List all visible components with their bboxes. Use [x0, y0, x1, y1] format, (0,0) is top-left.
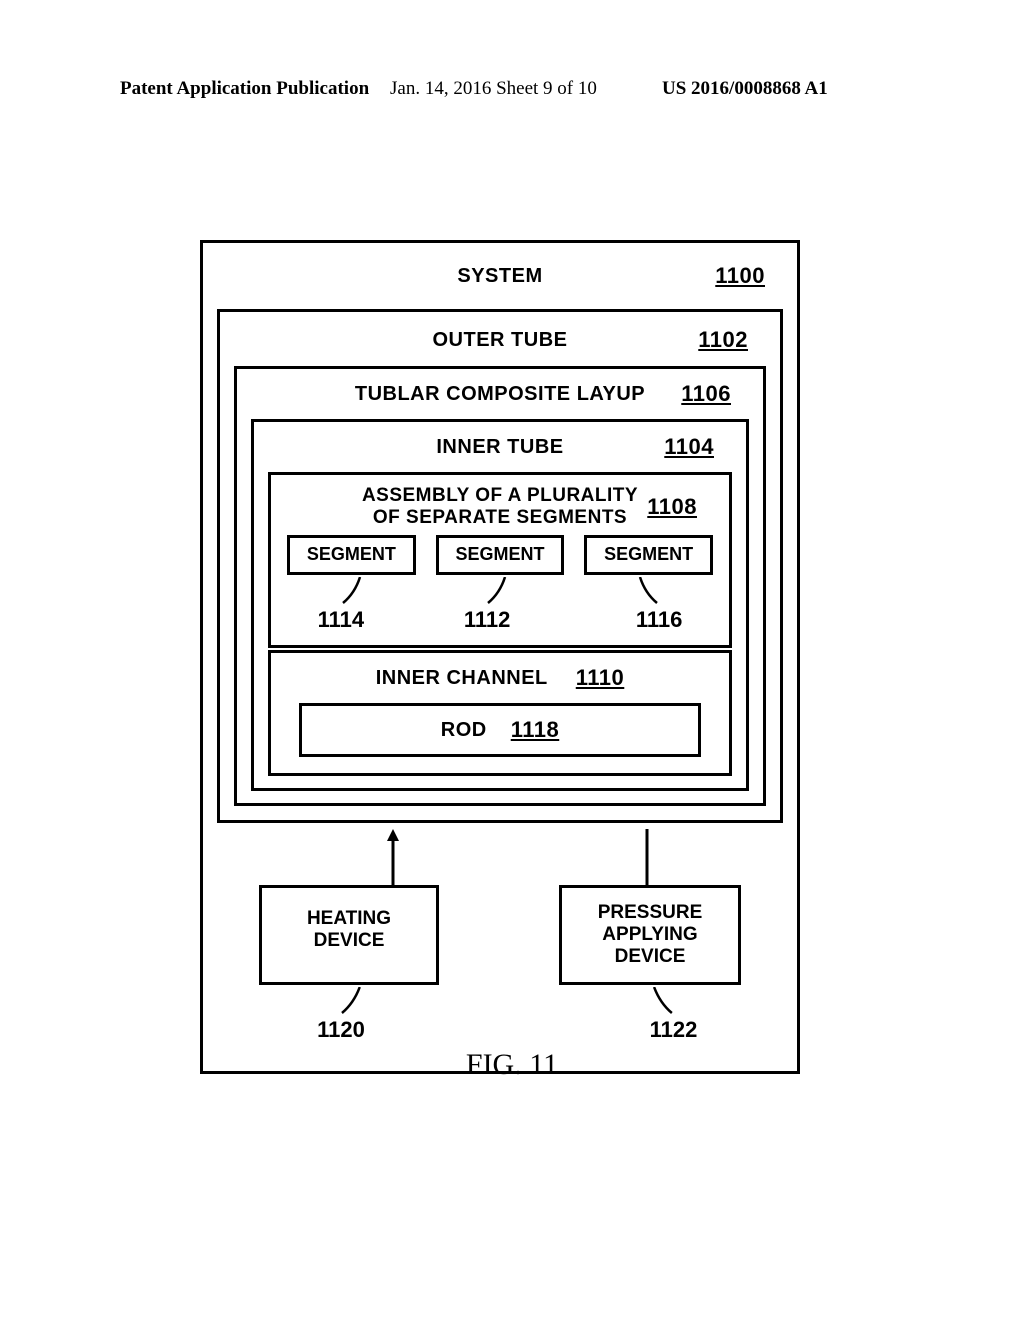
diagram: SYSTEM 1100 OUTER TUBE 1102 TUBLAR COMPO… — [200, 240, 800, 1074]
box-inner-channel: INNER CHANNEL 1110 ROD 1118 — [268, 650, 732, 776]
device-lead-row: 1120 1122 — [259, 987, 741, 1043]
channel-ref: 1110 — [576, 665, 625, 691]
system-label-row: SYSTEM 1100 — [217, 253, 783, 299]
segment-ref-2: 1116 — [636, 607, 683, 633]
box-outer-tube: OUTER TUBE 1102 TUBLAR COMPOSITE LAYUP 1… — [217, 309, 783, 823]
heating-device-title: HEATING DEVICE — [307, 908, 391, 951]
header-left: Patent Application Publication — [120, 78, 369, 100]
layup-label-row: TUBLAR COMPOSITE LAYUP 1106 — [251, 375, 749, 413]
box-inner-tube: INNER TUBE 1104 ASSEMBLY OF A PLURALITYO… — [251, 419, 749, 791]
arrow-svg — [217, 829, 783, 885]
rod-title: ROD — [441, 719, 487, 742]
assembly-title: ASSEMBLY OF A PLURALITYOF SEPARATE SEGME… — [362, 485, 638, 529]
inner-tube-title: INNER TUBE — [436, 436, 563, 459]
outer-tube-label-row: OUTER TUBE 1102 — [234, 320, 766, 360]
pressure-device-ref: 1122 — [650, 1017, 698, 1043]
arrow-gap — [217, 829, 783, 885]
channel-label-row: INNER CHANNEL 1110 — [285, 659, 715, 697]
segment-box-2: SEGMENT — [584, 535, 713, 575]
system-ref: 1100 — [715, 263, 765, 289]
box-layup: TUBLAR COMPOSITE LAYUP 1106 INNER TUBE 1… — [234, 366, 766, 806]
box-system: SYSTEM 1100 OUTER TUBE 1102 TUBLAR COMPO… — [200, 240, 800, 1074]
header-center: Jan. 14, 2016 Sheet 9 of 10 — [390, 78, 597, 100]
rod-label-row: ROD 1118 — [316, 716, 684, 744]
box-pressure-device: PRESSUREAPPLYING DEVICE — [559, 885, 741, 985]
segment-label-0: SEGMENT — [307, 544, 396, 564]
heating-device-ref: 1120 — [317, 1017, 365, 1043]
devices-row: HEATING DEVICE PRESSUREAPPLYING DEVICE — [259, 885, 741, 985]
segment-box-1: SEGMENT — [436, 535, 565, 575]
box-rod: ROD 1118 — [299, 703, 701, 757]
pressure-device-title: PRESSUREAPPLYING DEVICE — [598, 902, 703, 967]
figure-caption: FIG. 11 — [466, 1048, 558, 1082]
outer-tube-ref: 1102 — [698, 327, 748, 353]
segment-ref-1: 1112 — [464, 607, 511, 633]
header-right: US 2016/0008868 A1 — [662, 78, 828, 100]
assembly-label-row: ASSEMBLY OF A PLURALITYOF SEPARATE SEGME… — [285, 481, 715, 533]
segment-ref-0: 1114 — [318, 607, 365, 633]
system-title: SYSTEM — [457, 265, 542, 288]
layup-title: TUBLAR COMPOSITE LAYUP — [355, 383, 645, 406]
layup-ref: 1106 — [681, 381, 731, 407]
inner-tube-ref: 1104 — [664, 434, 714, 460]
assembly-ref: 1108 — [647, 494, 697, 520]
rod-ref: 1118 — [511, 717, 560, 743]
segment-row: SEGMENT SEGMENT SEGMENT — [287, 535, 713, 575]
segment-lead-row: 1114 1112 1116 — [285, 577, 715, 635]
segment-box-0: SEGMENT — [287, 535, 416, 575]
segment-label-2: SEGMENT — [604, 544, 693, 564]
channel-title: INNER CHANNEL — [376, 667, 548, 690]
box-heating-device: HEATING DEVICE — [259, 885, 439, 985]
inner-tube-label-row: INNER TUBE 1104 — [268, 428, 732, 466]
outer-tube-title: OUTER TUBE — [433, 329, 568, 352]
segment-label-1: SEGMENT — [456, 544, 545, 564]
box-assembly: ASSEMBLY OF A PLURALITYOF SEPARATE SEGME… — [268, 472, 732, 648]
